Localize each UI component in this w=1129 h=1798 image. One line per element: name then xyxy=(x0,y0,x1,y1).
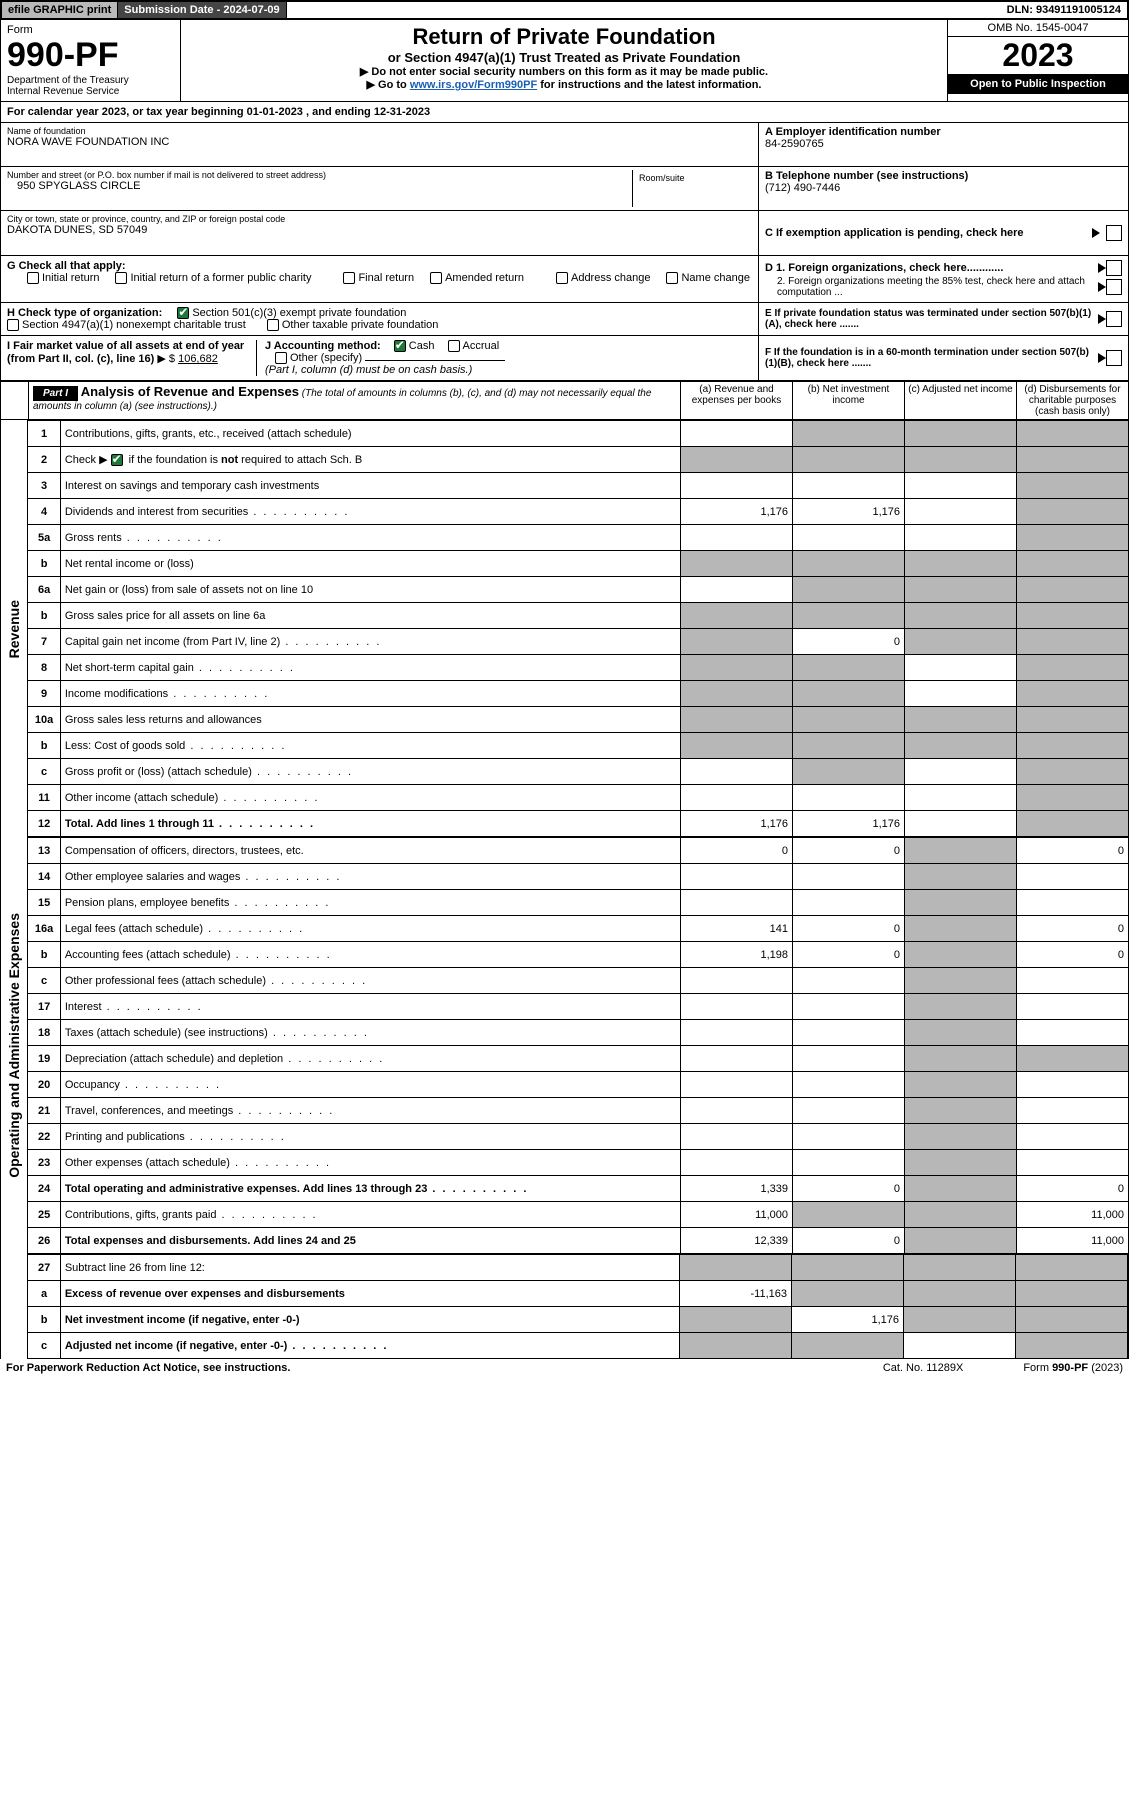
footer: For Paperwork Reduction Act Notice, see … xyxy=(0,1359,1129,1377)
pra-notice: For Paperwork Reduction Act Notice, see … xyxy=(6,1362,290,1374)
part1-bar: Part I xyxy=(33,386,78,401)
ein: 84-2590765 xyxy=(765,138,1122,150)
arrow-icon xyxy=(1098,314,1106,324)
j-note: (Part I, column (d) must be on cash basi… xyxy=(265,364,472,376)
city-state-zip: DAKOTA DUNES, SD 57049 xyxy=(7,224,752,236)
g-address-change[interactable] xyxy=(556,272,568,284)
warn-1: ▶ Do not enter social security numbers o… xyxy=(187,65,941,78)
arrow-icon xyxy=(1098,263,1106,273)
c-checkbox[interactable] xyxy=(1106,225,1122,241)
h-501c3[interactable] xyxy=(177,307,189,319)
form-header: Form 990-PF Department of the Treasury I… xyxy=(0,20,1129,102)
addr-label: Number and street (or P.O. box number if… xyxy=(7,170,632,180)
schb-check[interactable] xyxy=(111,454,123,466)
d1-label: D 1. Foreign organizations, check here..… xyxy=(765,262,1098,274)
f-checkbox[interactable] xyxy=(1106,350,1122,366)
g-d-row: G Check all that apply: Initial return I… xyxy=(0,256,1129,303)
form-ref: Form 990-PF (2023) xyxy=(1023,1362,1123,1374)
h-e-row: H Check type of organization: Section 50… xyxy=(0,303,1129,336)
tax-year: 2023 xyxy=(948,37,1128,74)
expenses-table: 13Compensation of officers, directors, t… xyxy=(28,837,1129,1254)
j-label: J Accounting method: xyxy=(265,340,381,352)
revenue-table: 1Contributions, gifts, grants, etc., rec… xyxy=(28,420,1129,837)
arrow-icon xyxy=(1098,282,1106,292)
g-final-return[interactable] xyxy=(343,272,355,284)
i-j-f-row: I Fair market value of all assets at end… xyxy=(0,336,1129,381)
h-4947[interactable] xyxy=(7,319,19,331)
fmv-value: 106,682 xyxy=(178,353,218,365)
j-accrual[interactable] xyxy=(448,340,460,352)
expenses-block: Operating and Administrative Expenses 13… xyxy=(0,837,1129,1254)
arrow-icon xyxy=(1092,228,1100,238)
form-label: Form xyxy=(7,24,174,36)
form-number: 990-PF xyxy=(7,36,174,75)
f-label: F If the foundation is in a 60-month ter… xyxy=(765,347,1098,369)
col-a: (a) Revenue and expenses per books xyxy=(680,382,792,419)
irs-link[interactable]: www.irs.gov/Form990PF xyxy=(410,79,537,91)
d1-checkbox[interactable] xyxy=(1106,260,1122,276)
c-label: C If exemption application is pending, c… xyxy=(765,227,1086,239)
open-public: Open to Public Inspection xyxy=(948,74,1128,94)
topbar: efile GRAPHIC print Submission Date - 20… xyxy=(0,0,1129,20)
part1-header: Part I Analysis of Revenue and Expenses … xyxy=(0,381,1129,420)
g-amended-return[interactable] xyxy=(430,272,442,284)
e-checkbox[interactable] xyxy=(1106,311,1122,327)
a-label: A Employer identification number xyxy=(765,126,1122,138)
g-label: G Check all that apply: xyxy=(7,260,126,272)
form-subtitle: or Section 4947(a)(1) Trust Treated as P… xyxy=(187,50,941,65)
col-d: (d) Disbursements for charitable purpose… xyxy=(1016,382,1128,419)
g-initial-public[interactable] xyxy=(115,272,127,284)
cat-no: Cat. No. 11289X xyxy=(883,1362,964,1374)
foundation-name: NORA WAVE FOUNDATION INC xyxy=(7,136,752,148)
revenue-side: Revenue xyxy=(6,600,22,658)
e-label: E If private foundation status was termi… xyxy=(765,308,1098,330)
dept-2: Internal Revenue Service xyxy=(7,86,174,97)
omb-number: OMB No. 1545-0047 xyxy=(948,20,1128,37)
h-label: H Check type of organization: xyxy=(7,307,162,319)
telephone: (712) 490-7446 xyxy=(765,182,1122,194)
part1-title: Analysis of Revenue and Expenses xyxy=(81,384,299,399)
j-other[interactable] xyxy=(275,352,287,364)
name-label: Name of foundation xyxy=(7,126,752,136)
j-cash[interactable] xyxy=(394,340,406,352)
col-c: (c) Adjusted net income xyxy=(904,382,1016,419)
warn-2: ▶ Go to www.irs.gov/Form990PF for instru… xyxy=(187,78,941,91)
d2-label: 2. Foreign organizations meeting the 85%… xyxy=(765,276,1098,298)
g-initial-return[interactable] xyxy=(27,272,39,284)
line27-block: 27Subtract line 26 from line 12: aExcess… xyxy=(0,1254,1129,1359)
dln: DLN: 93491191005124 xyxy=(1001,2,1127,18)
d2-checkbox[interactable] xyxy=(1106,279,1122,295)
g-name-change[interactable] xyxy=(666,272,678,284)
expenses-side: Operating and Administrative Expenses xyxy=(6,913,22,1178)
revenue-block: Revenue 1Contributions, gifts, grants, e… xyxy=(0,420,1129,837)
street-address: 950 SPYGLASS CIRCLE xyxy=(7,180,632,192)
arrow-icon xyxy=(1098,353,1106,363)
dept-1: Department of the Treasury xyxy=(7,75,174,86)
line27-table: 27Subtract line 26 from line 12: aExcess… xyxy=(28,1254,1128,1359)
calendar-year-line: For calendar year 2023, or tax year begi… xyxy=(0,102,1129,123)
col-b: (b) Net investment income xyxy=(792,382,904,419)
h-other-taxable[interactable] xyxy=(267,319,279,331)
efile-tag: efile GRAPHIC print xyxy=(2,2,118,18)
city-label: City or town, state or province, country… xyxy=(7,214,752,224)
room-label: Room/suite xyxy=(639,173,746,183)
form-title: Return of Private Foundation xyxy=(187,24,941,50)
entity-info: Name of foundation NORA WAVE FOUNDATION … xyxy=(0,123,1129,256)
b-label: B Telephone number (see instructions) xyxy=(765,170,1122,182)
submission-date: Submission Date - 2024-07-09 xyxy=(118,2,286,18)
